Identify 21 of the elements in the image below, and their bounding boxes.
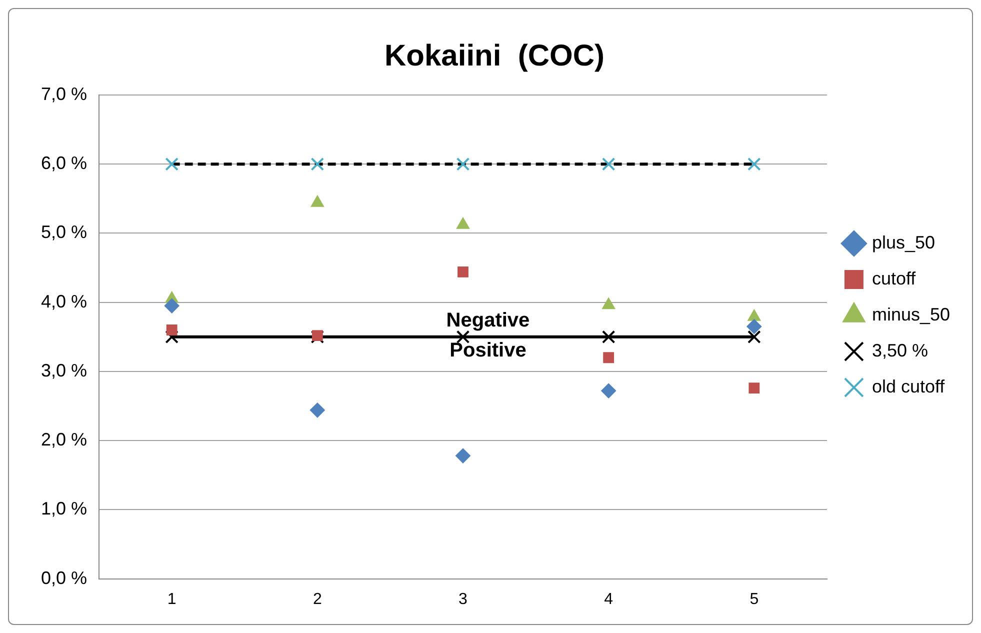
annotation: Positive — [450, 339, 526, 362]
x-tick-label: 3 — [458, 590, 468, 608]
legend-label: plus_50 — [872, 232, 936, 252]
legend-label: 3,50 % — [872, 340, 928, 360]
x-tick-label: 4 — [604, 590, 614, 608]
y-tick-label: 1,0 % — [40, 498, 88, 519]
x-tick-label: 5 — [750, 590, 759, 608]
chart-title: Kokaiini (COC) — [384, 39, 605, 72]
legend-label: cutoff — [872, 268, 917, 288]
y-tick-label: 7,0 % — [40, 84, 88, 104]
y-tick-label: 2,0 % — [40, 430, 88, 450]
y-tick-label: 4,0 % — [40, 291, 88, 312]
y-tick-label: 6,0 % — [40, 153, 88, 174]
y-tick-label: 5,0 % — [40, 222, 88, 242]
legend-label: minus_50 — [872, 304, 950, 324]
legend-label: old cutoff — [872, 376, 946, 396]
y-tick-label: 3,0 % — [40, 360, 88, 380]
y-tick-label: 0,0 % — [40, 568, 88, 588]
x-tick-label: 2 — [312, 590, 322, 608]
annotation: Negative — [446, 309, 530, 332]
x-tick-label: 1 — [167, 590, 176, 608]
